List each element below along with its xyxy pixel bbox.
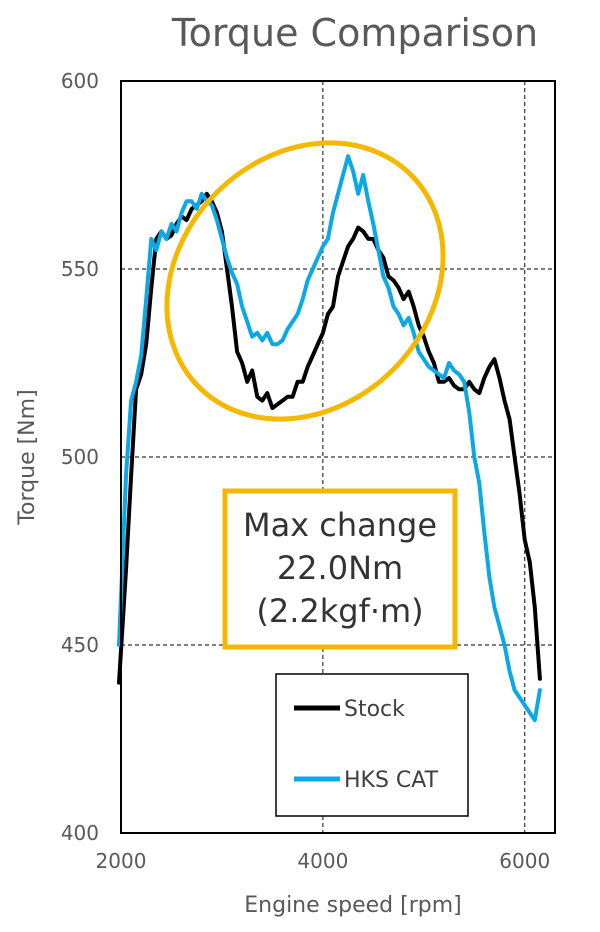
chart-title: Torque Comparison [171, 11, 538, 55]
y-axis-label: Torque [Nm] [15, 389, 40, 525]
x-tick-labels: 2000 4000 6000 [96, 849, 551, 873]
annotation-box: Max change 22.0Nm (2.2kgf·m) [222, 488, 458, 650]
legend-frame [275, 673, 469, 817]
series-line-hks-cat [117, 154, 542, 723]
series-line-stock [117, 191, 542, 685]
annotation-line-2: 22.0Nm [277, 549, 403, 587]
annotation-frame [222, 488, 458, 650]
x-tick-label: 4000 [297, 849, 348, 873]
annotation-line-1: Max change [243, 506, 437, 544]
x-axis-label: Engine speed [rpm] [244, 893, 461, 918]
x-tick-label: 2000 [96, 849, 147, 873]
annotation-line-3: (2.2kgf·m) [256, 592, 423, 630]
y-tick-label: 550 [61, 257, 99, 281]
y-tick-label: 500 [61, 445, 99, 469]
x-tick-label: 6000 [499, 849, 550, 873]
y-tick-label: 600 [61, 69, 99, 93]
plot-frame [120, 80, 556, 834]
legend-label-stock: Stock [344, 697, 405, 722]
highlight-ellipse [164, 140, 446, 422]
y-tick-label: 450 [61, 633, 99, 657]
legend-label-hks: HKS CAT [344, 768, 439, 793]
y-tick-labels: 400 450 500 550 600 [61, 69, 99, 845]
y-tick-label: 400 [61, 821, 99, 845]
series-group [117, 154, 542, 723]
legend: Stock HKS CAT [275, 673, 469, 817]
